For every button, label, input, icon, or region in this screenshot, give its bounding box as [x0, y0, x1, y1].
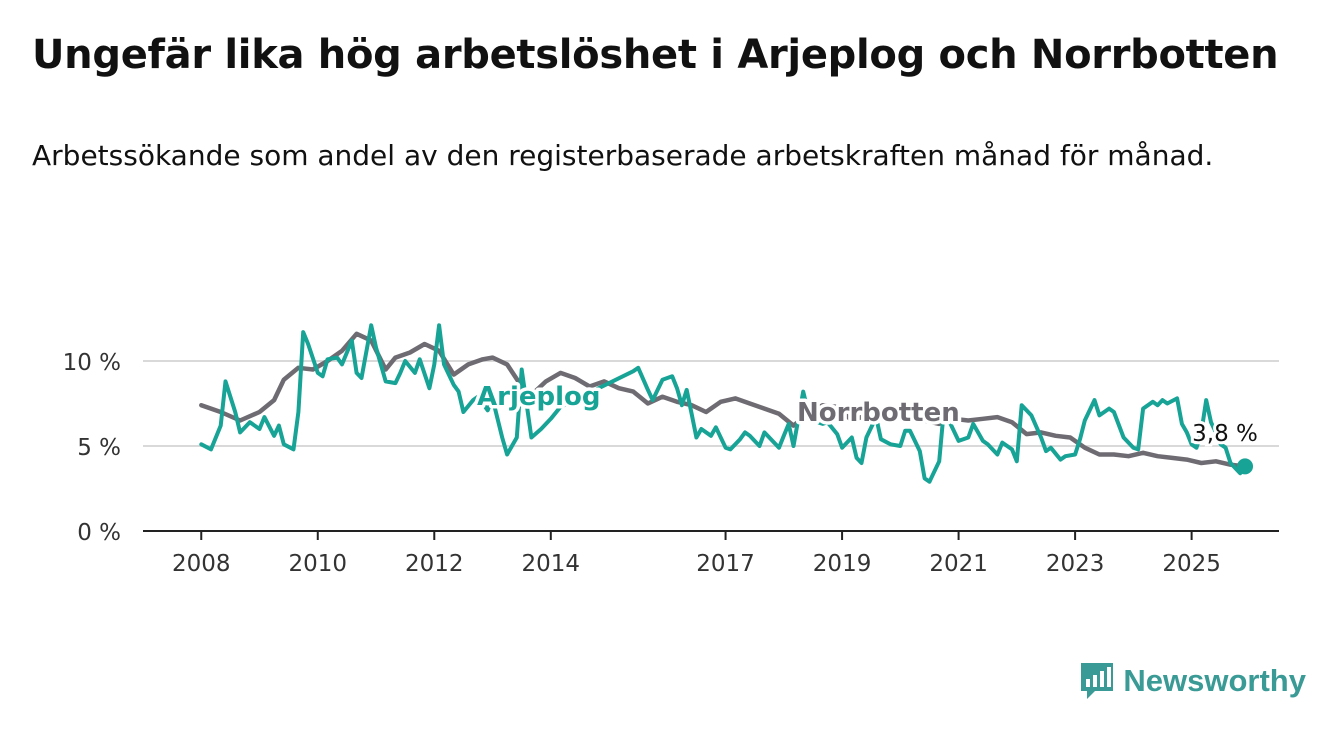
x-tick-label: 2017 [696, 551, 755, 577]
series-line-norrbotten [199, 331, 1248, 469]
newsworthy-logo-icon [1081, 663, 1114, 699]
end-point-marker [1237, 458, 1254, 475]
newsworthy-brand[interactable]: Newsworthy [1079, 660, 1306, 702]
y-tick-label: 0 % [77, 520, 121, 546]
series-label-norrbotten: Norrbotten [797, 398, 960, 428]
series-lines [199, 323, 1254, 484]
x-axis-ticks: 2008 2010 2012 2014 2017 2019 2021 2023 2025 [172, 531, 1221, 577]
chart-subtitle: Arbetssökande som andel av den registerb… [32, 139, 1214, 172]
y-tick-label: 5 % [77, 435, 121, 461]
y-axis-ticks: 0 % 5 % 10 % [63, 350, 121, 546]
chart-title: Ungefär lika hög arbetslöshet i Arjeplog… [32, 32, 1279, 78]
x-tick-label: 2014 [522, 551, 581, 577]
gridlines [143, 360, 1279, 447]
series-labels: Arjeplog Norrbotten 3,8 % [474, 379, 1261, 451]
y-tick-label: 10 % [63, 350, 121, 376]
x-tick-label: 2019 [813, 551, 872, 577]
x-tick-label: 2008 [172, 551, 231, 577]
end-value-label: 3,8 % [1192, 421, 1258, 447]
x-tick-label: 2021 [929, 551, 988, 577]
series-label-arjeplog: Arjeplog [477, 382, 601, 412]
x-tick-label: 2025 [1162, 551, 1221, 577]
x-tick-label: 2012 [405, 551, 464, 577]
x-tick-label: 2023 [1046, 551, 1105, 577]
series-line-arjeplog [199, 323, 1247, 484]
x-tick-label: 2010 [288, 551, 347, 577]
brand-name: Newsworthy [1123, 663, 1306, 698]
